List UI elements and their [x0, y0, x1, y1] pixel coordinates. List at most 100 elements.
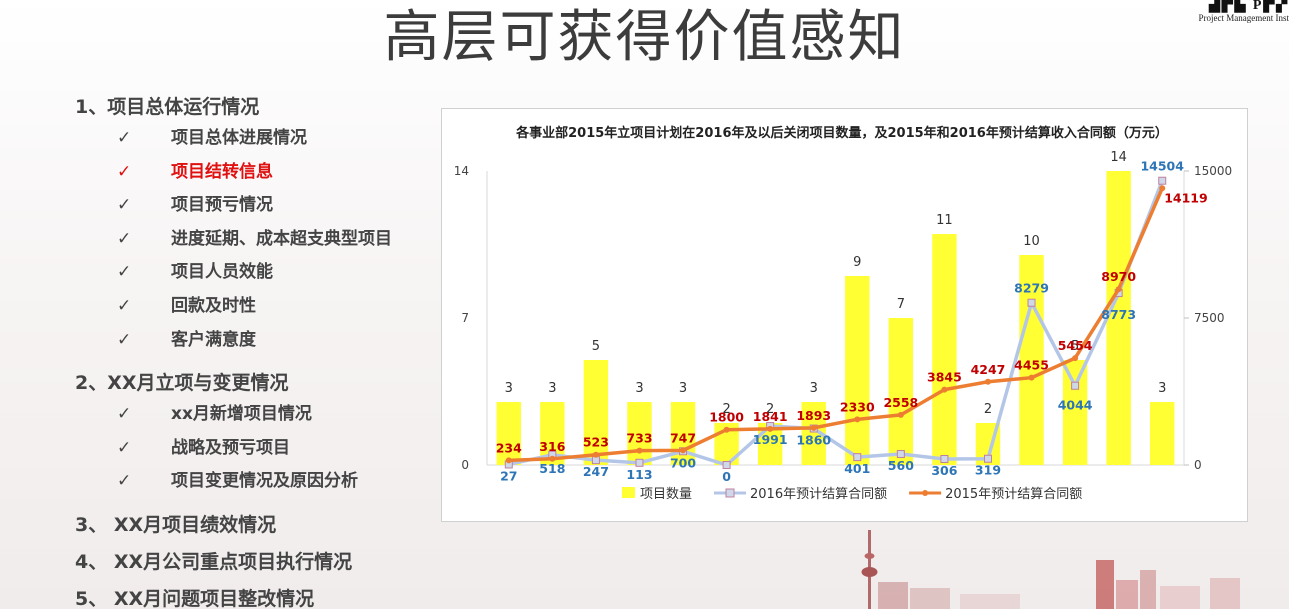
line-point [592, 451, 599, 458]
line-data-label-2016: 8279 [1014, 281, 1049, 296]
outline-item-1-2[interactable]: ✓ 项目结转信息 [117, 157, 273, 182]
outline-section-2[interactable]: 2、XX月立项与变更情况 [75, 372, 289, 395]
line-point [854, 416, 861, 423]
line-data-label-2015: 3845 [927, 370, 962, 385]
line-data-label-2016: 8773 [1101, 307, 1136, 322]
building-silhouettes-icon [878, 560, 1240, 609]
line-data-label-2015: 5454 [1058, 338, 1093, 353]
line-point [897, 411, 904, 418]
checkmark-icon: ✓ [117, 161, 132, 182]
city-skyline-decoration [861, 530, 1240, 609]
outline-item-label: 项目总体进展情况 [171, 128, 307, 148]
chart-panel: 各事业部2015年立项目计划在2016年及以后关闭项目数量，及2015年和201… [441, 108, 1248, 522]
line-data-label-2016: 27 [500, 468, 517, 483]
line-point [940, 455, 949, 464]
tv-tower-icon [861, 530, 878, 609]
outline-item-2-2[interactable]: ✓ 战略及预亏项目 [117, 433, 290, 458]
outline-section-1[interactable]: 1、项目总体运行情况 [75, 96, 260, 118]
line-data-label-2015: 4455 [1014, 358, 1049, 373]
bar-data-label: 5 [592, 339, 600, 354]
outline-section-5[interactable]: 5、 XX月问题项目整改情况 [75, 588, 315, 610]
checkmark-icon: ✓ [117, 228, 132, 249]
outline-item-label: xx月新增项目情况 [171, 404, 312, 425]
outline-item-label: 项目结转信息 [171, 161, 273, 182]
outline-item-label: 项目预亏情况 [171, 195, 273, 216]
outline-item-2-3[interactable]: ✓ 项目变更情况及原因分析 [117, 466, 358, 491]
legend-label: 2015年预计结算合同额 [945, 487, 1082, 502]
line-data-label-2015: 14119 [1164, 190, 1208, 205]
checkmark-icon: ✓ [117, 262, 132, 283]
line-data-label-2016: 560 [888, 458, 914, 473]
line-point [722, 461, 731, 469]
line-point [983, 454, 992, 463]
bar-data-label: 11 [936, 213, 953, 228]
outline-item-label: 回款及时性 [171, 296, 256, 316]
bar-data-label: 7 [897, 297, 905, 312]
line-point [680, 447, 687, 454]
line-data-label-2016: 14504 [1140, 159, 1184, 174]
y-left-tick-label: 0 [461, 458, 469, 472]
line-data-label-2016: 700 [670, 455, 696, 470]
bar-data-label: 10 [1023, 234, 1040, 249]
bar-data-label: 2 [722, 402, 730, 417]
y-right-tick-label: 15000 [1194, 164, 1232, 178]
bar-data-label: 3 [505, 381, 513, 396]
outline-section-3[interactable]: 3、 XX月项目绩效情况 [75, 514, 277, 536]
line-data-label-2015: 2558 [883, 395, 918, 410]
bar [1106, 171, 1131, 465]
legend-label: 2016年预计结算合同额 [750, 487, 887, 502]
outline-item-2-1[interactable]: ✓ xx月新增项目情况 [117, 399, 312, 424]
legend-label: 项目数量 [640, 487, 692, 502]
line-data-label-2016: 0 [722, 469, 731, 484]
line-data-label-2016: 113 [626, 467, 652, 482]
outline-item-label: 进度延期、成本超支典型项目 [171, 228, 392, 249]
bar [1150, 402, 1175, 465]
outline-item-1-4[interactable]: ✓ 进度延期、成本超支典型项目 [117, 224, 392, 249]
line-point [636, 447, 643, 454]
series-line-2 [508, 187, 1164, 463]
line-point [1072, 355, 1079, 362]
bar [1062, 360, 1088, 465]
outline-item-1-6[interactable]: ✓ 回款及时性 [117, 291, 256, 316]
line-data-label-2015: 733 [626, 431, 652, 446]
line-data-label-2015: 747 [670, 430, 696, 445]
legend-swatch-bar [622, 487, 635, 498]
bar-data-label: 3 [1158, 381, 1166, 396]
checkmark-icon: ✓ [117, 404, 132, 425]
y-right-tick-label: 7500 [1194, 311, 1225, 325]
line-point [1071, 381, 1080, 390]
line-data-label-2015: 234 [496, 440, 522, 455]
outline-section-4[interactable]: 4、 XX月公司重点项目执行情况 [75, 551, 353, 573]
outline-item-1-1[interactable]: ✓ 项目总体进展情况 [117, 123, 307, 148]
line-point [767, 425, 774, 432]
outline-item-1-5[interactable]: ✓ 项目人员效能 [117, 257, 273, 282]
outline-item-label: 客户满意度 [171, 329, 256, 350]
line-point [549, 455, 556, 462]
bar [627, 402, 652, 465]
line-data-label-2015: 1841 [753, 409, 788, 424]
pmi-logo-text: Project Management Inst [1198, 13, 1289, 23]
legend-marker [725, 488, 735, 498]
line-data-label-2016: 319 [975, 463, 1001, 478]
bar-data-label: 3 [548, 381, 556, 396]
line-data-label-2015: 316 [539, 439, 565, 454]
y-right-tick-label: 0 [1194, 458, 1202, 472]
outline-item-1-3[interactable]: ✓ 项目预亏情况 [117, 190, 273, 215]
line-data-label-2015: 1893 [796, 408, 831, 423]
pmi-logo-mark-icon: ▟▛▙ P▛▞ [1209, 0, 1289, 13]
line-data-label-2016: 401 [844, 461, 870, 476]
outline-item-1-7[interactable]: ✓ 客户满意度 [117, 325, 256, 350]
outline-item-label: 项目人员效能 [171, 262, 273, 283]
bar-data-label: 3 [635, 381, 643, 396]
line-data-label-2015: 4247 [971, 362, 1006, 377]
line-point [896, 450, 905, 459]
legend-marker [922, 490, 929, 496]
line-data-label-2016: 306 [931, 463, 957, 478]
checkmark-icon: ✓ [117, 437, 132, 458]
line-point [635, 458, 644, 467]
y-left-tick-label: 14 [454, 164, 469, 178]
checkmark-icon: ✓ [117, 296, 132, 316]
checkmark-icon: ✓ [117, 128, 132, 148]
bar [1019, 255, 1044, 465]
line-point [810, 424, 817, 431]
